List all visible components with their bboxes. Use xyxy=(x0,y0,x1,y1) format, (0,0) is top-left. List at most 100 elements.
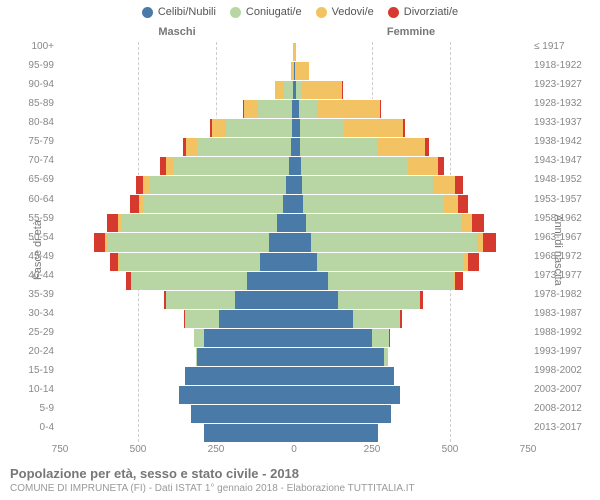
pyramid-row xyxy=(60,118,528,137)
male-half xyxy=(60,213,294,232)
x-tick: 0 xyxy=(291,444,297,455)
bar-segment xyxy=(185,309,219,328)
age-tick: 35-39 xyxy=(28,289,54,300)
bar-segment xyxy=(185,366,294,385)
bar-segment xyxy=(294,309,353,328)
bar-segment xyxy=(462,213,471,232)
age-tick: 95-99 xyxy=(28,60,54,71)
bar-segment xyxy=(294,366,394,385)
bar-segment xyxy=(179,385,294,404)
bar-segment xyxy=(204,328,294,347)
birth-tick: 2003-2007 xyxy=(534,384,582,395)
pyramid-row xyxy=(60,423,528,442)
pyramid-row xyxy=(60,309,528,328)
birth-tick: 1953-1957 xyxy=(534,194,582,205)
legend-item: Vedovi/e xyxy=(316,6,374,18)
bar-segment xyxy=(247,271,294,290)
age-tick: 50-54 xyxy=(28,232,54,243)
male-half xyxy=(60,366,294,385)
pyramid-row xyxy=(60,252,528,271)
legend-label: Vedovi/e xyxy=(332,6,374,18)
birth-tick: 2008-2012 xyxy=(534,403,582,414)
bar-segment xyxy=(420,290,424,309)
legend-swatch xyxy=(142,7,153,18)
bar-segment xyxy=(455,175,464,194)
bar-segment xyxy=(284,80,293,99)
y-axis-right: ≤ 19171918-19221923-19271928-19321933-19… xyxy=(530,42,600,442)
female-half xyxy=(294,309,528,328)
female-half xyxy=(294,290,528,309)
bar-segment xyxy=(433,175,455,194)
bar-segment xyxy=(380,99,382,118)
age-tick: 0-4 xyxy=(40,422,54,433)
birth-tick: 2013-2017 xyxy=(534,422,582,433)
bar-segment xyxy=(294,252,317,271)
birth-tick: 1993-1997 xyxy=(534,346,582,357)
bar-segment xyxy=(186,137,197,156)
bar-segment xyxy=(197,347,294,366)
bar-segment xyxy=(286,175,294,194)
male-half xyxy=(60,42,294,61)
birth-tick: ≤ 1917 xyxy=(534,41,565,52)
x-tick: 500 xyxy=(442,444,459,455)
male-half xyxy=(60,61,294,80)
age-tick: 10-14 xyxy=(28,384,54,395)
bar-segment xyxy=(110,252,119,271)
legend-swatch xyxy=(316,7,327,18)
bar-segment xyxy=(444,194,458,213)
birth-tick: 1933-1937 xyxy=(534,117,582,128)
bar-segment xyxy=(389,328,390,347)
female-half xyxy=(294,42,528,61)
age-tick: 100+ xyxy=(31,41,54,52)
bar-segment xyxy=(258,99,292,118)
female-half xyxy=(294,80,528,99)
pyramid-row xyxy=(60,99,528,118)
bar-segment xyxy=(294,347,384,366)
age-tick: 70-74 xyxy=(28,155,54,166)
gender-labels: Maschi Femmine xyxy=(60,26,528,38)
bar-segment xyxy=(458,194,468,213)
age-tick: 80-84 xyxy=(28,117,54,128)
bar-segment xyxy=(107,213,118,232)
footer: Popolazione per età, sesso e stato civil… xyxy=(10,466,590,494)
bar-segment xyxy=(306,213,462,232)
pyramid-row xyxy=(60,42,528,61)
female-half xyxy=(294,252,528,271)
chart-title: Popolazione per età, sesso e stato civil… xyxy=(10,466,590,481)
bar-segment xyxy=(294,156,301,175)
bar-segment xyxy=(174,156,289,175)
pyramid-row xyxy=(60,156,528,175)
bar-segment xyxy=(226,118,292,137)
male-half xyxy=(60,80,294,99)
x-tick: 750 xyxy=(520,444,537,455)
bar-segment xyxy=(294,232,311,251)
bar-segment xyxy=(277,213,294,232)
pyramid-row xyxy=(60,232,528,251)
bar-segment xyxy=(294,328,372,347)
female-half xyxy=(294,156,528,175)
birth-tick: 1968-1972 xyxy=(534,251,582,262)
legend-item: Divorziati/e xyxy=(388,6,458,18)
bar-segment xyxy=(301,80,342,99)
female-half xyxy=(294,99,528,118)
birth-tick: 1918-1922 xyxy=(534,60,582,71)
female-half xyxy=(294,366,528,385)
x-tick: 250 xyxy=(208,444,225,455)
bar-segment xyxy=(212,118,226,137)
age-tick: 15-19 xyxy=(28,365,54,376)
pyramid-row xyxy=(60,366,528,385)
legend-item: Celibi/Nubili xyxy=(142,6,216,18)
bar-segment xyxy=(328,271,453,290)
legend-label: Celibi/Nubili xyxy=(158,6,216,18)
bar-segment xyxy=(299,99,318,118)
female-half xyxy=(294,61,528,80)
bar-segment xyxy=(300,137,378,156)
pyramid-row xyxy=(60,137,528,156)
male-half xyxy=(60,156,294,175)
male-half xyxy=(60,290,294,309)
bar-segment xyxy=(343,118,402,137)
bar-segment xyxy=(107,232,269,251)
bar-segment xyxy=(353,309,400,328)
female-half xyxy=(294,213,528,232)
female-half xyxy=(294,347,528,366)
